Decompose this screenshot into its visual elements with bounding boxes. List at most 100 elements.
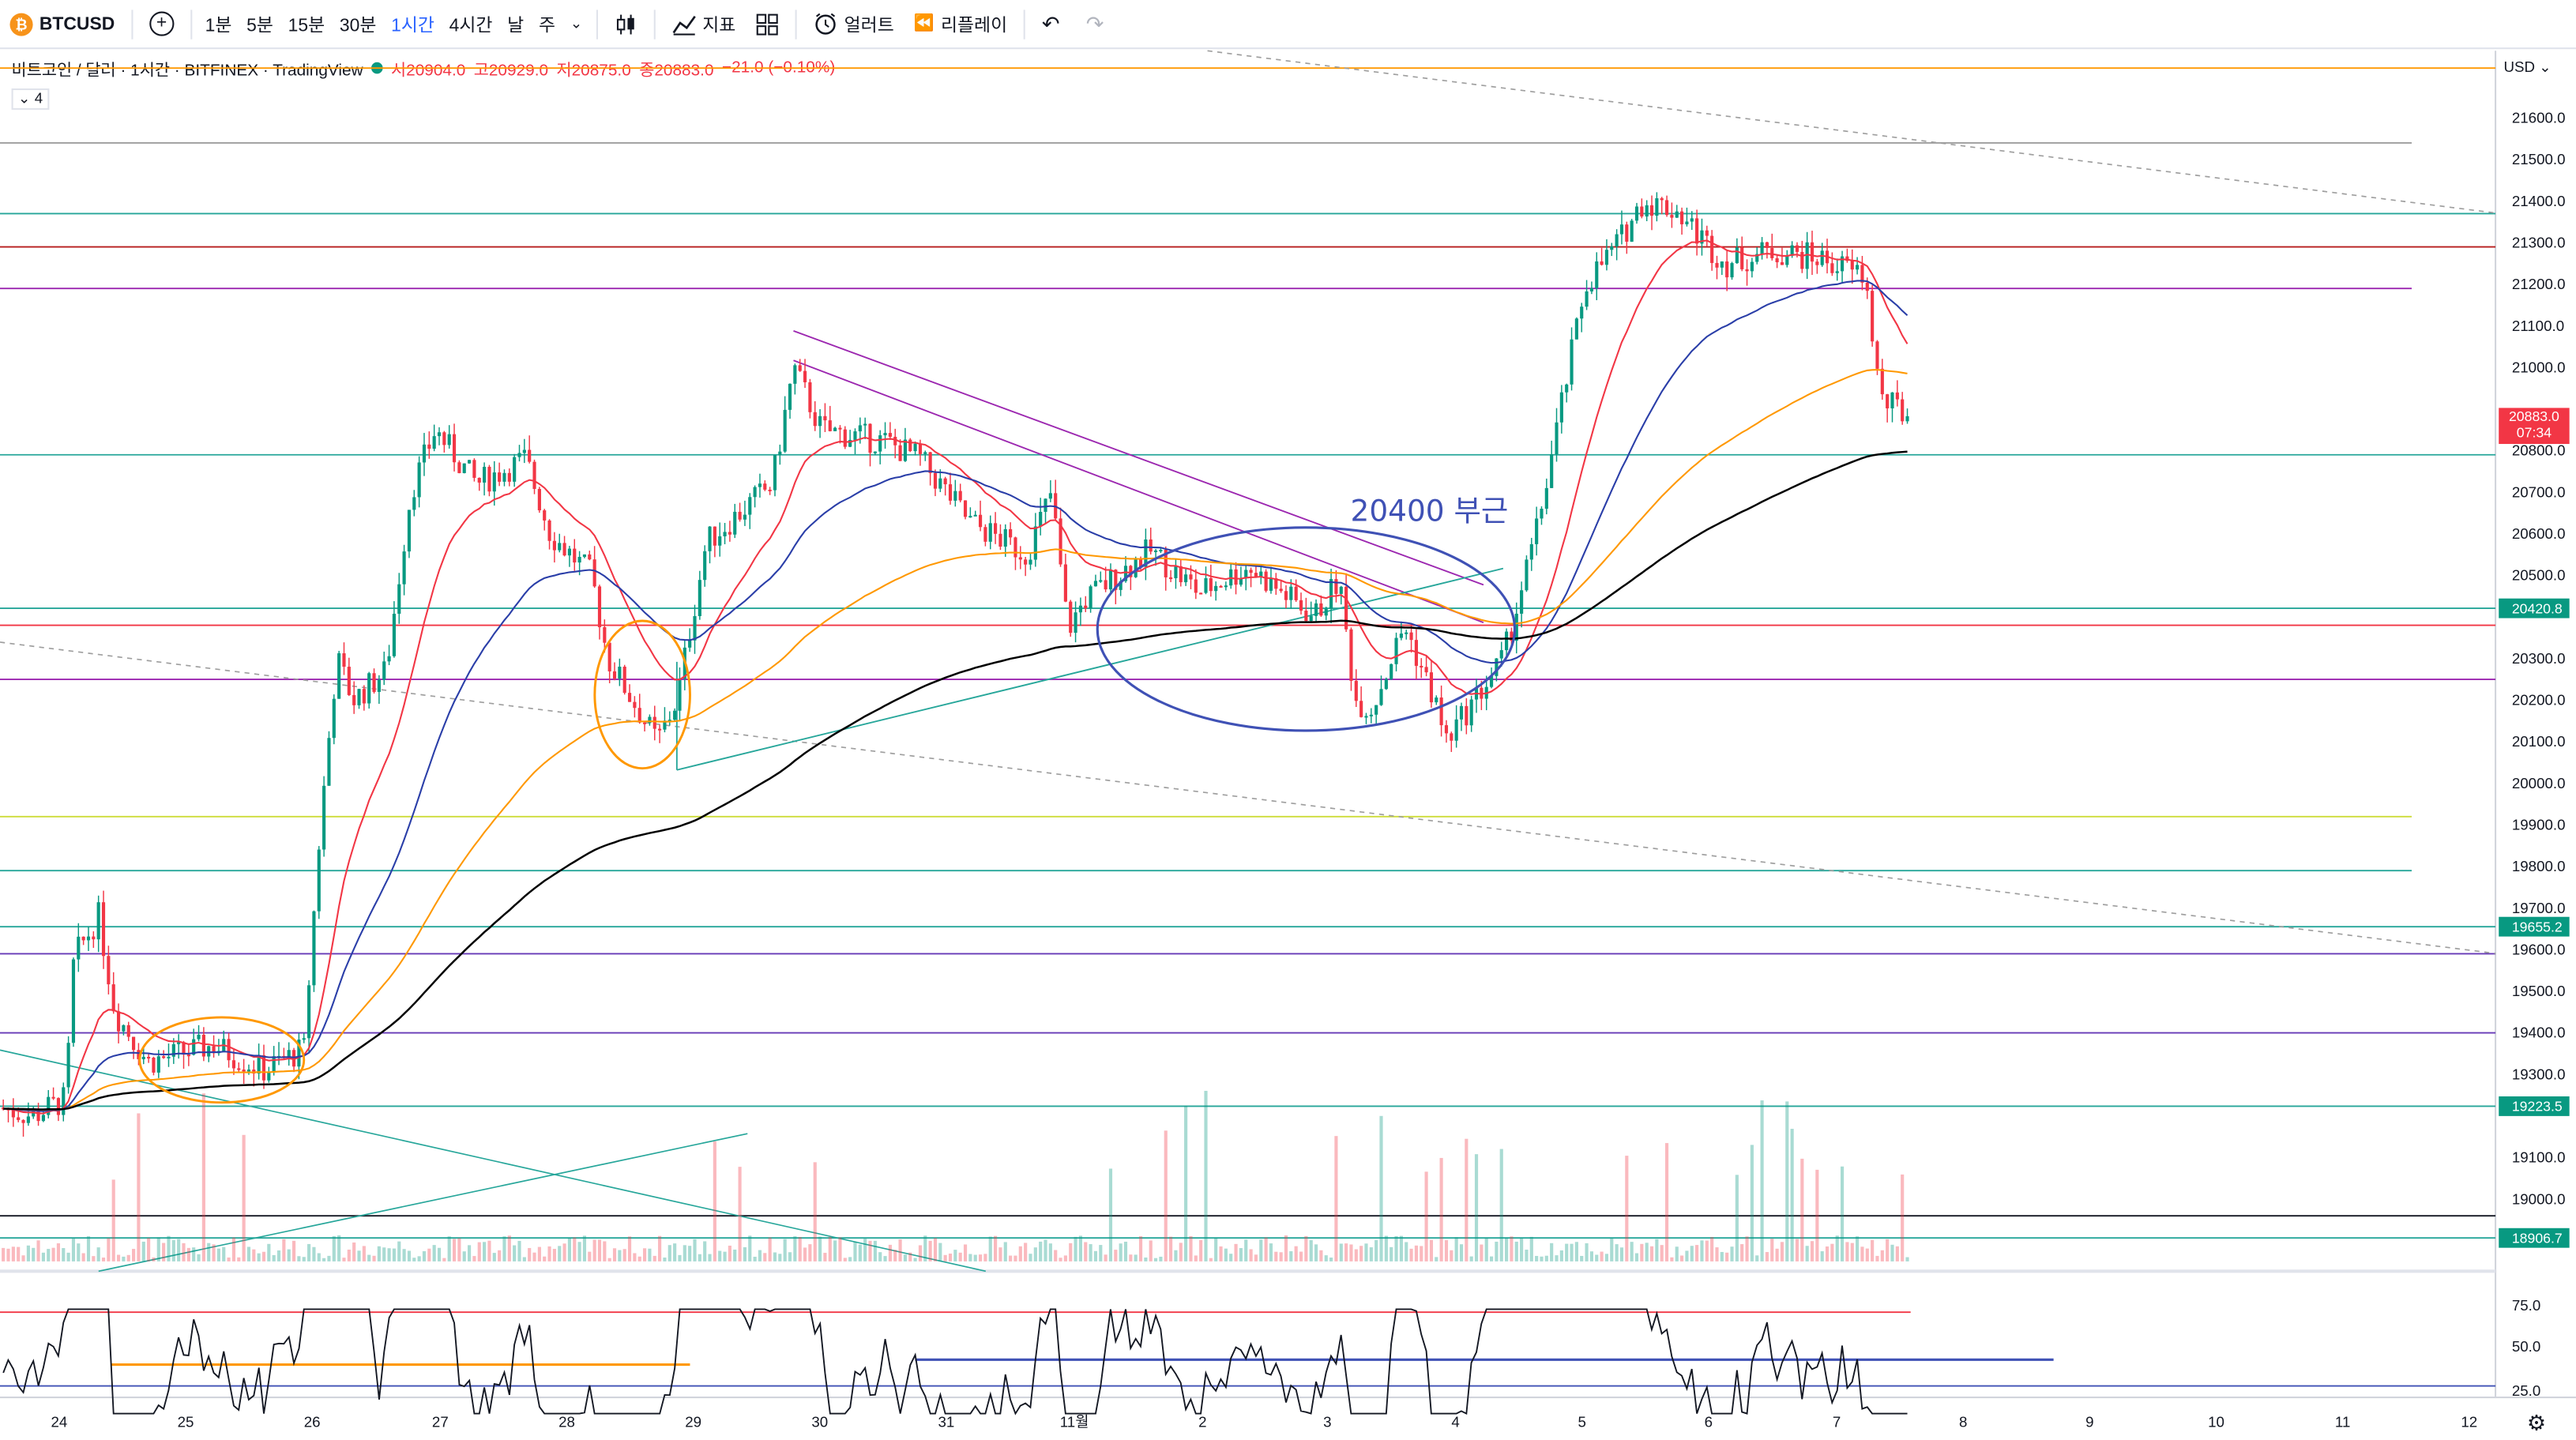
candle-body [152,1057,156,1073]
settings-gear-icon[interactable]: ⚙ [2527,1412,2546,1436]
volume-bar [332,1235,336,1261]
interval-15m[interactable]: 15분 [288,15,325,36]
volume-bar [21,1255,25,1261]
volume-bar [1138,1235,1143,1261]
candle-body [1625,224,1629,242]
candle-body [723,532,727,536]
toolbar-divider [652,9,655,39]
volume-bar [47,1249,51,1261]
interval-1h[interactable]: 1시간 [391,15,434,36]
candle-body [1374,705,1378,715]
volume-bar [1901,1174,1905,1261]
volume-bar [1069,1243,1073,1261]
volume-bar [1649,1246,1654,1261]
volume-bar [1695,1245,1699,1261]
volume-bar [733,1249,737,1261]
time-tick-label: 5 [1578,1413,1586,1430]
volume-bar [558,1246,562,1261]
volume-bar [1309,1240,1313,1261]
candle-body [663,720,667,730]
volume-bar [1750,1145,1754,1261]
level-price-label-bg [2499,916,2570,937]
candle-body [1540,509,1544,519]
volume-bar [1480,1244,1484,1261]
candle-body [1384,679,1388,690]
compare-button[interactable]: + [139,0,183,48]
interval-4h[interactable]: 4시간 [449,15,493,36]
candle-body [382,661,386,680]
volume-bar [763,1253,767,1261]
interval-group: 1분 5분 15분 30분 1시간 4시간 날 주 ⌄ [198,0,589,48]
volume-bar [162,1243,166,1261]
currency-selector[interactable]: USD ⌄ [2503,58,2551,75]
replay-button[interactable]: ⏪ 리플레이 [904,0,1017,48]
volume-bar [738,1167,742,1261]
time-tick-label: 26 [304,1413,321,1430]
interval-30m[interactable]: 30분 [339,15,377,36]
volume-bar [1585,1243,1589,1261]
candle-body [1249,570,1253,573]
candle-body [1069,601,1073,634]
candle-body [477,477,481,483]
volume-bar [77,1243,81,1261]
volume-bar [958,1252,962,1261]
candle-body [878,435,882,452]
volume-bar [66,1252,70,1261]
volume-bar [592,1239,596,1261]
indicators-label: 지표 [702,15,736,36]
candle-body [422,444,427,463]
candle-body [1700,230,1704,244]
chevron-down-icon[interactable]: ⌄ [570,14,583,32]
layout-button[interactable] [746,0,788,48]
candle-body [1890,392,1894,408]
candle-body [1695,218,1699,244]
candle-body [838,427,842,430]
candle-body [1610,246,1614,250]
interval-5m[interactable]: 5분 [246,15,273,36]
volume-bar [1790,1129,1794,1261]
candle-body [1850,261,1854,270]
candle-body [1199,592,1203,595]
candle-body [1630,220,1634,242]
candle-body [1505,631,1509,651]
candle-body [372,673,376,692]
candle-body [447,434,451,446]
candle-body [558,543,562,551]
volume-bar [126,1254,130,1261]
candle-body [1725,261,1729,278]
rsi-line [2,1308,1908,1416]
candle-body [1194,579,1198,593]
volume-bar [753,1257,757,1261]
volume-bar [1465,1138,1469,1261]
volume-bar [994,1235,998,1261]
indicator-toggle[interactable]: ⌄ 4 [11,88,50,110]
indicators-button[interactable]: 지표 [661,0,746,48]
candle-body [1084,605,1088,609]
interval-week[interactable]: 주 [538,15,556,36]
redo-icon[interactable]: ↷ [1085,10,1104,36]
symbol-search[interactable]: ₿ BTCUSD [0,0,125,48]
volume-bar [156,1237,160,1261]
volume-bar [1765,1252,1769,1261]
volume-bar [1615,1244,1619,1261]
candle-body [763,483,767,490]
interval-1m[interactable]: 1분 [205,15,232,36]
candle-body [1264,571,1268,591]
candle-body [673,710,677,720]
candle-body [607,642,611,671]
candle-body [186,1055,190,1057]
undo-icon[interactable]: ↶ [1041,10,1060,36]
volume-bar [788,1252,792,1261]
volume-bar [1399,1235,1403,1261]
volume-bar [107,1238,111,1261]
volume-bar [1840,1166,1845,1261]
candle-body [1514,613,1518,641]
candle-body [1830,263,1834,273]
interval-day[interactable]: 날 [507,15,525,36]
alert-button[interactable]: 얼러트 [803,0,904,48]
candle-body [1074,612,1077,634]
volume-bar [282,1239,286,1261]
chart-type-button[interactable] [604,0,646,48]
candle-body [517,453,521,457]
